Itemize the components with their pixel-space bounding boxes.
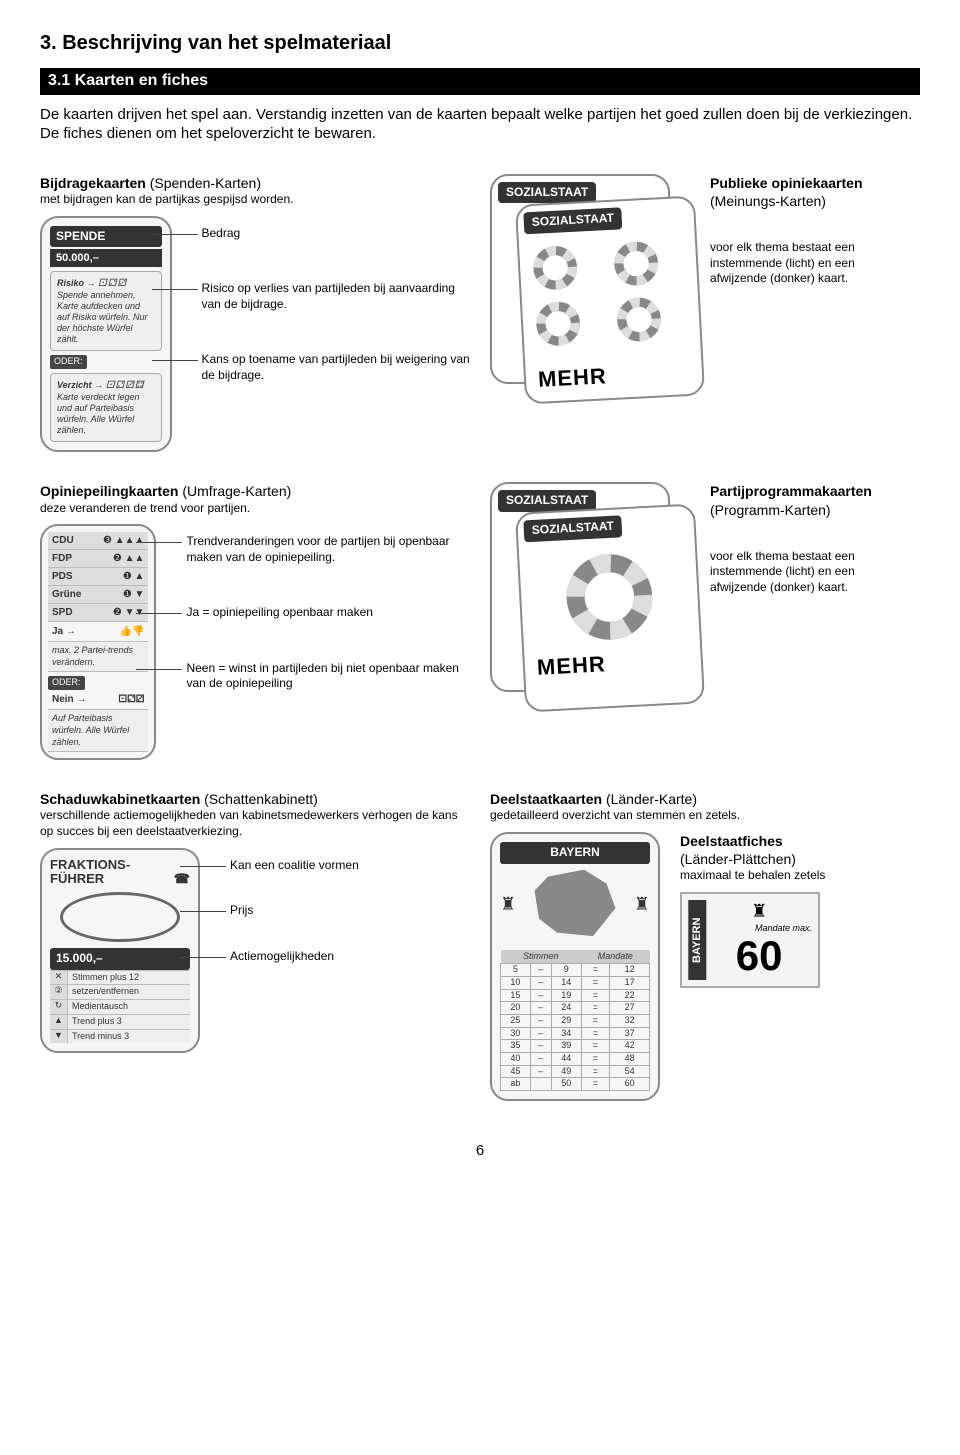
action-row: ②setzen/entfernen (50, 984, 190, 999)
party-row: FDP❷ ▲▲ (48, 550, 148, 568)
action-row: ↻Medientausch (50, 999, 190, 1014)
programm-card-stack: SOZIALSTAAT SOZIALSTAAT MEHR (490, 482, 700, 712)
rope-icon (60, 892, 180, 942)
table-row: 30–34=37 (501, 1027, 650, 1040)
fiche-heading: Deelstaatfiches(Länder-Plättchen) (680, 832, 825, 868)
intro-text: De kaarten drijven het spel aan. Verstan… (40, 105, 920, 144)
spende-card: SPENDE 50.000,– Risiko → ⚀⚁⚂ Spende anne… (40, 216, 172, 453)
programma-heading: Partijprogrammakaarten(Programm-Karten) (710, 482, 890, 518)
party-row: CDU❸ ▲▲▲ (48, 532, 148, 550)
schaduw-heading: Schaduwkabinetkaarten (Schattenkabinett) (40, 790, 470, 808)
deelstaat-heading: Deelstaatkaarten (Länder-Karte) (490, 790, 920, 808)
ring-icon (612, 239, 660, 287)
phone-icon: ☎ (174, 872, 190, 886)
table-row: 5–9=12 (501, 964, 650, 977)
table-row: 25–29=32 (501, 1015, 650, 1028)
meinungs-card-stack: SOZIALSTAAT SOZIALSTAAT MEHR (490, 174, 700, 404)
action-row: ▲Trend plus 3 (50, 1014, 190, 1029)
schaduw-callouts: Kan een coalitie vormen Prijs Actiemogel… (210, 848, 359, 965)
ring-icon (615, 295, 663, 343)
crest-icon: ♜ (634, 893, 650, 916)
ring-icon (534, 299, 582, 347)
laender-card: BAYERN ♜ ♜ StimmenMandate 5–9=1210–14=17… (490, 832, 660, 1101)
publieke-side: voor elk thema bestaat een instemmende (… (710, 240, 890, 287)
section-title: 3. Beschrijving van het spelmateriaal (40, 30, 920, 56)
publieke-heading: Publieke opiniekaarten(Meinungs-Karten) (710, 174, 890, 210)
ring-icon (531, 243, 579, 291)
table-row: 10–14=17 (501, 976, 650, 989)
umfrage-callouts: Trendveranderingen voor de partijen bij … (166, 524, 470, 692)
mandate-table: StimmenMandate 5–9=1210–14=1715–19=2220–… (500, 950, 650, 1092)
table-row: 20–24=27 (501, 1002, 650, 1015)
bijdrage-callouts: Bedrag Risico op verlies van partijleden… (182, 216, 471, 384)
crest-icon: ♜ (500, 893, 516, 916)
party-row: Grüne❶ ▼ (48, 586, 148, 604)
umfrage-card: CDU❸ ▲▲▲FDP❷ ▲▲PDS❶ ▲Grüne❶ ▼SPD❷ ▼▼ Ja … (40, 524, 156, 760)
action-row: ▼Trend minus 3 (50, 1029, 190, 1044)
party-row: PDS❶ ▲ (48, 568, 148, 586)
laender-tile: BAYERN ♜ Mandate max. 60 (680, 892, 820, 988)
bijdrage-sub: met bijdragen kan de partijkas gespijsd … (40, 192, 470, 208)
table-row: 15–19=22 (501, 989, 650, 1002)
table-row: ab50=60 (501, 1078, 650, 1091)
crest-icon: ♜ (688, 900, 812, 923)
deelstaat-sub: gedetailleerd overzicht van stemmen en z… (490, 808, 920, 824)
umfrage-sub: deze veranderen de trend voor partijen. (40, 501, 470, 517)
table-row: 45–49=54 (501, 1065, 650, 1078)
bijdrage-heading: Bijdragekaarten (Spenden-Karten) (40, 174, 470, 192)
fiche-sub: maximaal te behalen zetels (680, 868, 825, 884)
party-row: SPD❷ ▼▼ (48, 604, 148, 622)
page-number: 6 (40, 1141, 920, 1161)
table-row: 35–39=42 (501, 1040, 650, 1053)
subsection-bar: 3.1 Kaarten en fiches (40, 68, 920, 95)
ring-icon (562, 550, 657, 645)
schaduw-sub: verschillende actiemogelijkheden van kab… (40, 808, 470, 839)
schatten-card: FRAKTIONS-FÜHRER ☎ 15.000,– ✕Stimmen plu… (40, 848, 200, 1054)
action-row: ✕Stimmen plus 12 (50, 970, 190, 985)
table-row: 40–44=48 (501, 1053, 650, 1066)
programma-side: voor elk thema bestaat een instemmende (… (710, 549, 890, 596)
umfrage-heading: Opiniepeilingkaarten (Umfrage-Karten) (40, 482, 470, 500)
bayern-map-icon (530, 870, 620, 940)
